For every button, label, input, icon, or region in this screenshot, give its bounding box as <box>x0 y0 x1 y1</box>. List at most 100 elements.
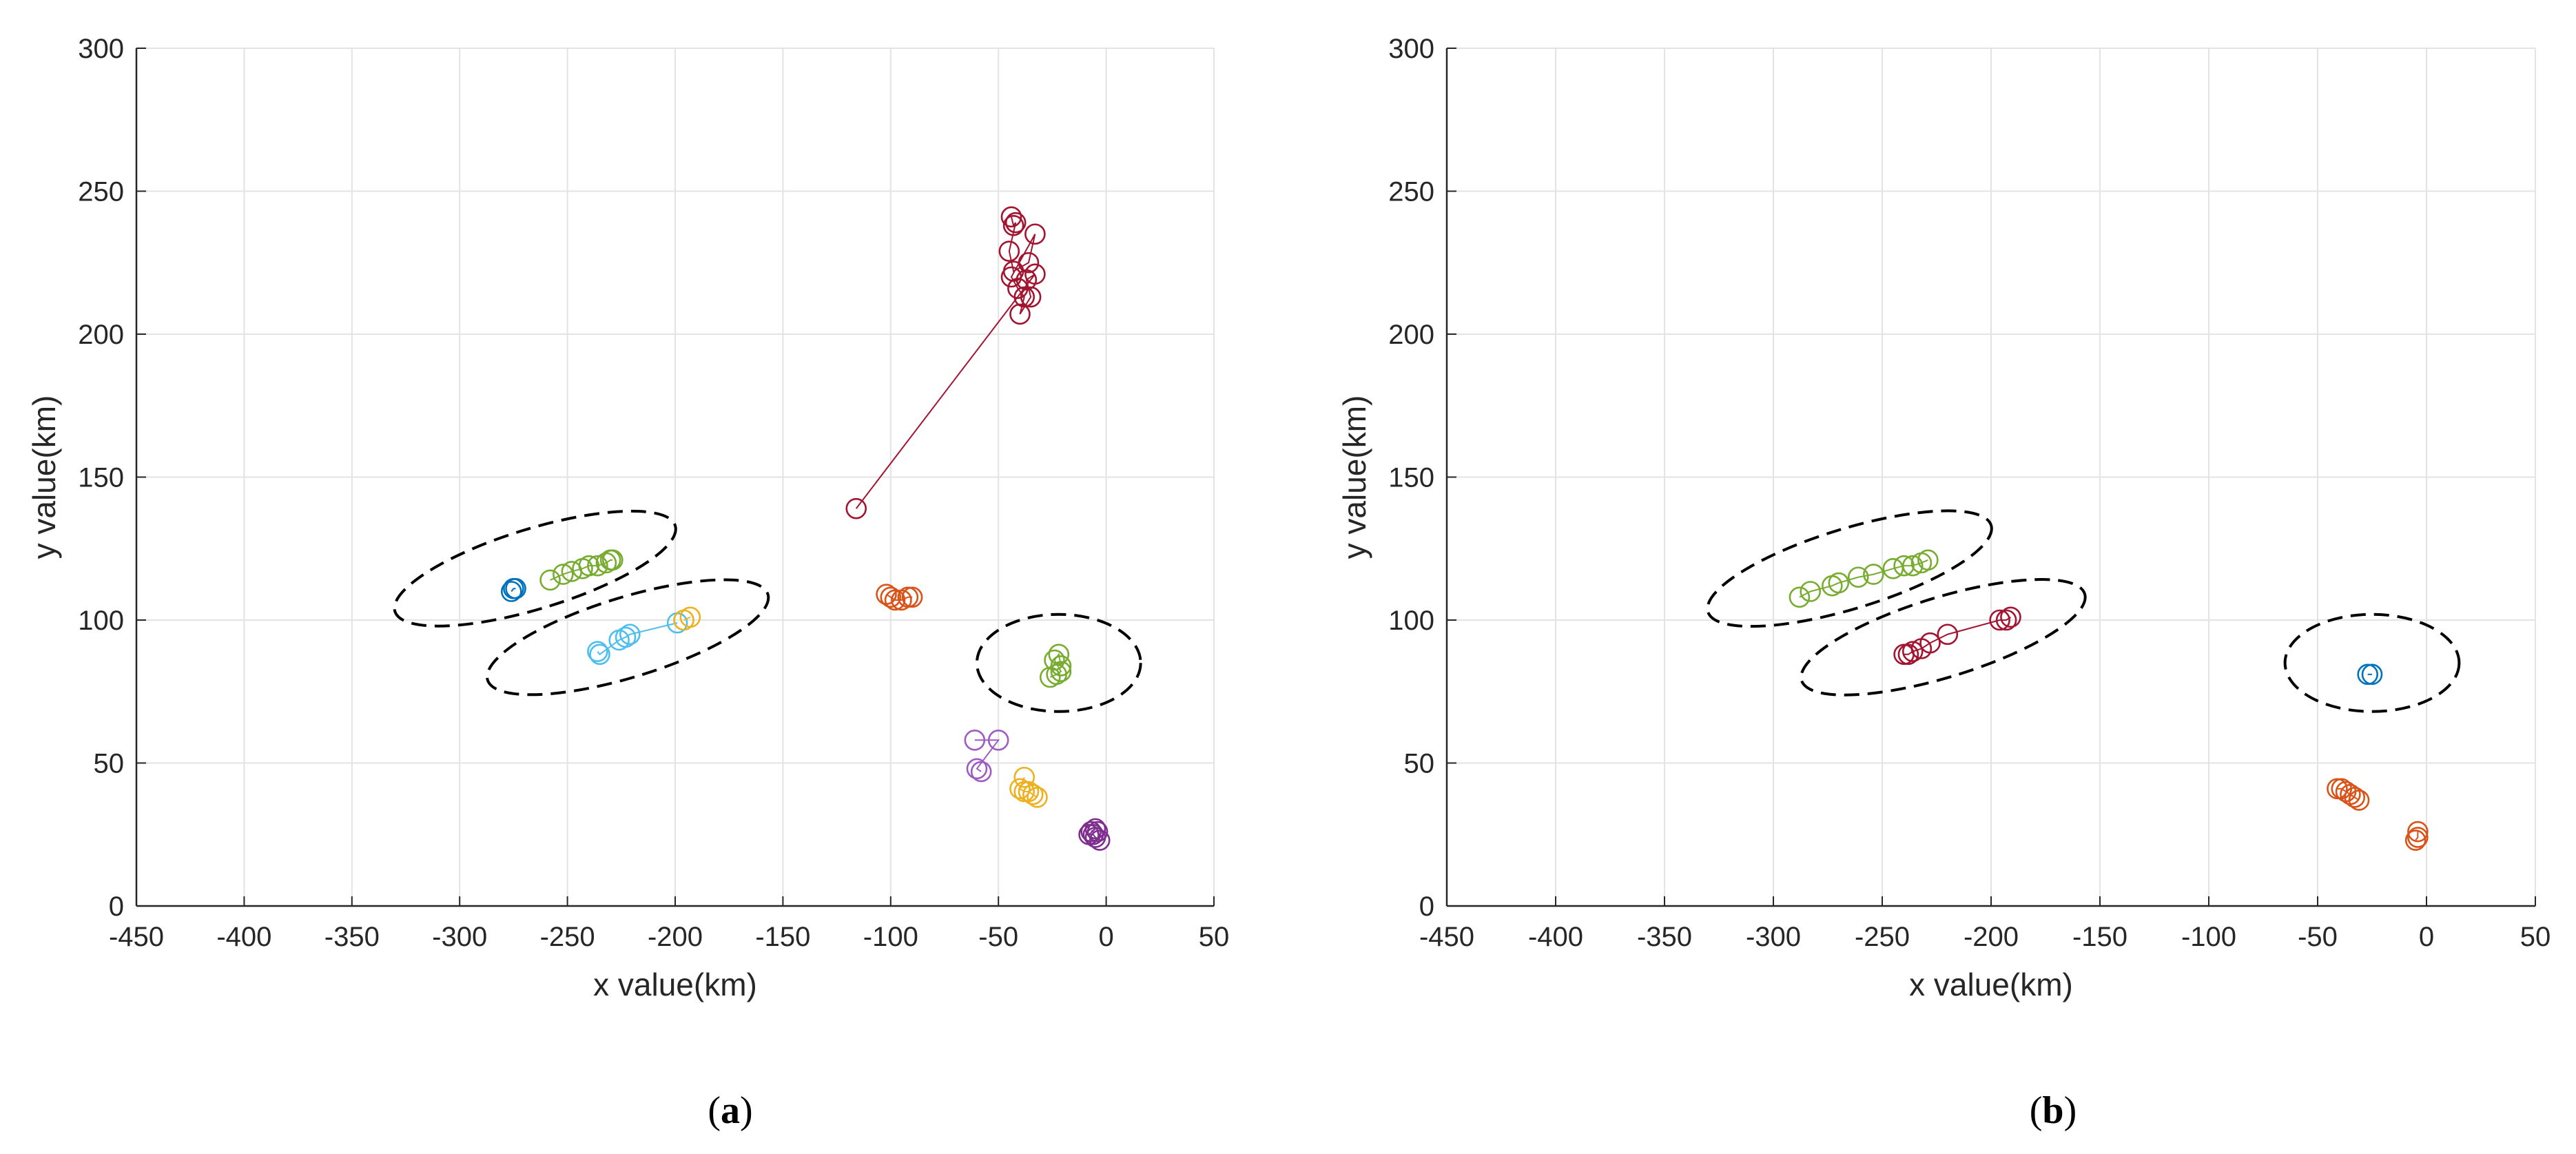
data-point <box>589 643 610 666</box>
panel-caption: (b) <box>2030 1089 2077 1132</box>
data-point <box>1048 643 1070 666</box>
data-point <box>1002 214 1024 236</box>
data-point <box>1800 581 1822 602</box>
data-point <box>601 549 624 571</box>
data-point <box>587 641 608 662</box>
data-point <box>970 761 992 783</box>
y-tick-label: 100 <box>78 606 124 636</box>
data-point <box>1013 781 1035 803</box>
data-point <box>901 586 923 608</box>
data-point <box>619 624 641 646</box>
series-light-blue <box>587 612 688 666</box>
series-line <box>683 616 691 621</box>
y-tick-label: 300 <box>78 34 124 64</box>
data-point <box>1024 263 1046 285</box>
data-point <box>2327 778 2348 800</box>
data-point <box>2361 663 2383 686</box>
data-point <box>1089 830 1111 851</box>
panel-caption: (a) <box>708 1089 752 1132</box>
series-crimson <box>845 206 1046 519</box>
series-crimson <box>1893 606 2021 666</box>
series-line <box>511 588 516 593</box>
y-axis-label: y value(km) <box>1337 395 1372 559</box>
x-tick-label: -50 <box>2298 922 2338 952</box>
data-point <box>1917 549 1939 571</box>
plot-panel-b: -450 -400 -350 -300 -250 -200 -150 -100 -50 0 50 0 5… <box>1337 34 2551 1132</box>
data-point <box>1937 624 1959 646</box>
data-point <box>845 497 867 519</box>
data-point <box>1897 643 1919 666</box>
cluster-ellipse <box>486 578 770 697</box>
series-yellow <box>673 606 701 631</box>
data-point <box>1013 766 1035 788</box>
data-point <box>2000 606 2021 628</box>
data-point <box>2407 821 2429 843</box>
data-point <box>2407 827 2429 848</box>
x-tick-label: -400 <box>216 922 271 952</box>
y-tick-label: 200 <box>78 320 124 350</box>
series-line <box>1799 559 1928 598</box>
data-point <box>880 586 902 608</box>
x-tick-label: -350 <box>324 922 380 952</box>
data-point <box>1902 641 1924 662</box>
data-point <box>1902 555 1924 577</box>
data-point <box>1989 609 2010 631</box>
data-point <box>1050 655 1072 677</box>
series-line <box>550 559 613 581</box>
data-point <box>1082 823 1104 845</box>
x-tick-label: -250 <box>1855 922 1910 952</box>
y-tick-label: 250 <box>78 177 124 207</box>
series-green <box>1789 549 1939 608</box>
cluster-ellipse <box>975 612 1142 713</box>
data-point <box>1919 632 1941 654</box>
series-green-small <box>1039 643 1072 688</box>
x-tick-label: -450 <box>1419 922 1474 952</box>
series-blue <box>500 578 526 602</box>
x-tick-label: -50 <box>978 922 1018 952</box>
series-line <box>974 739 1000 772</box>
data-point <box>2357 663 2378 686</box>
x-tick-label: 0 <box>2419 922 2434 952</box>
data-point <box>1027 787 1048 808</box>
data-point <box>615 626 637 648</box>
series-purple <box>1078 818 1111 851</box>
x-tick-label: -250 <box>540 922 595 952</box>
data-point <box>1789 586 1811 608</box>
x-tick-label: -150 <box>755 922 810 952</box>
data-point <box>2348 790 2370 811</box>
data-point <box>1022 783 1044 805</box>
series-gold <box>1009 766 1048 808</box>
cluster-ellipse <box>1800 578 2087 697</box>
cluster-ellipse <box>2283 612 2461 713</box>
data-point <box>539 569 561 591</box>
y-tick-label: 50 <box>1404 749 1435 779</box>
series-purple-light <box>964 730 1009 783</box>
y-tick-label: 50 <box>94 749 125 779</box>
x-tick-label: -300 <box>432 922 487 952</box>
y-axis-label: y value(km) <box>26 395 62 559</box>
data-point <box>1000 206 1022 228</box>
x-axis-label: x value(km) <box>593 967 757 1002</box>
y-tick-label: 150 <box>78 463 124 493</box>
data-point <box>1080 821 1102 843</box>
plot-panel-a: -450 -400 -350 -300 -250 -200 -150 -100 -50 0 50 0 5… <box>26 34 1229 1132</box>
x-tick-label: -150 <box>2072 922 2127 952</box>
cluster-ellipse <box>1706 509 1993 628</box>
data-point <box>998 240 1020 262</box>
data-point <box>1009 303 1031 325</box>
x-tick-label: -200 <box>648 922 703 952</box>
series-blue <box>2357 663 2383 686</box>
data-point <box>1020 286 1042 308</box>
series-orange-small <box>2404 821 2429 851</box>
data-point <box>1086 821 1109 843</box>
data-point <box>897 586 919 608</box>
y-tick-label: 150 <box>1388 463 1434 493</box>
data-point <box>1050 661 1072 683</box>
cluster-ellipse <box>393 509 677 628</box>
data-point <box>884 589 906 611</box>
x-axis-label: x value(km) <box>1909 967 2073 1002</box>
data-point <box>1018 251 1040 274</box>
x-tick-label: 0 <box>1098 922 1113 952</box>
data-point <box>1013 286 1035 308</box>
